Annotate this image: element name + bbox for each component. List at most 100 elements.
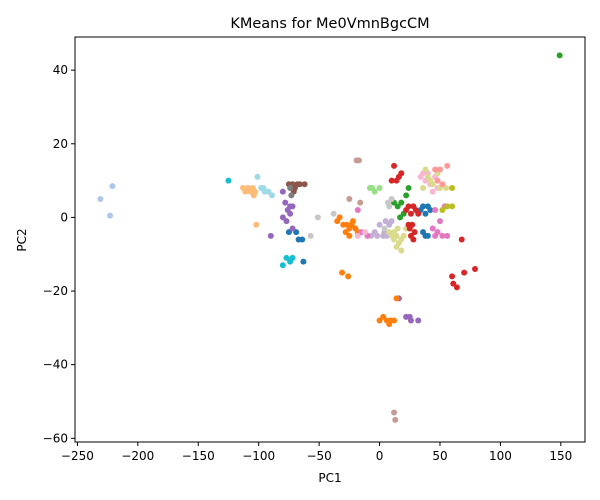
data-point	[346, 232, 353, 239]
data-point	[371, 229, 378, 236]
data-point	[285, 229, 292, 236]
data-point	[417, 173, 424, 180]
data-point	[398, 199, 405, 206]
data-point	[314, 214, 321, 221]
data-point	[407, 210, 414, 217]
x-axis-label: PC1	[318, 471, 341, 485]
data-point	[376, 317, 383, 324]
y-tick-label: −60	[43, 431, 68, 445]
data-point	[394, 203, 401, 210]
plot-area	[74, 36, 586, 443]
x-tick-label: 0	[376, 449, 384, 463]
data-point	[443, 184, 450, 191]
data-point	[288, 192, 295, 199]
data-point	[342, 229, 349, 236]
data-point	[289, 203, 296, 210]
data-point	[391, 162, 398, 169]
data-point	[289, 254, 296, 261]
data-point	[394, 225, 401, 232]
data-point	[436, 166, 443, 173]
data-point	[287, 210, 294, 217]
data-point	[432, 166, 439, 173]
data-point	[427, 207, 434, 214]
data-point	[253, 221, 260, 228]
data-point	[415, 317, 422, 324]
data-point	[391, 317, 398, 324]
data-point	[336, 214, 343, 221]
y-tick-label: 40	[53, 63, 68, 77]
data-point	[556, 52, 563, 59]
y-axis-ticks: −60 −40 −20 0 20 40	[43, 63, 75, 445]
data-point	[283, 218, 290, 225]
x-tick-label: −50	[306, 449, 331, 463]
data-point	[225, 177, 232, 184]
data-point	[300, 258, 307, 265]
data-point	[301, 181, 308, 188]
data-point	[279, 188, 286, 195]
x-tick-label: 100	[489, 449, 512, 463]
data-point	[386, 203, 393, 210]
data-point	[392, 416, 399, 423]
data-point	[420, 184, 427, 191]
data-point	[388, 196, 395, 202]
data-point	[427, 177, 434, 184]
data-point	[405, 184, 412, 191]
data-point	[453, 284, 460, 291]
data-point	[296, 181, 303, 188]
data-point	[346, 196, 353, 202]
data-point	[279, 262, 286, 269]
data-point	[283, 254, 290, 261]
x-tick-label: −100	[242, 449, 275, 463]
x-tick-label: −200	[121, 449, 154, 463]
data-point	[349, 218, 356, 225]
data-point	[429, 188, 436, 195]
data-point	[293, 229, 300, 236]
data-point	[439, 232, 446, 239]
data-points	[97, 52, 563, 423]
data-point	[397, 214, 404, 221]
data-point	[252, 188, 259, 195]
x-tick-label: 50	[432, 449, 447, 463]
data-point	[254, 173, 261, 180]
data-point	[357, 199, 364, 206]
data-point	[407, 317, 414, 324]
data-point	[432, 232, 439, 239]
data-point	[282, 199, 289, 206]
data-point	[424, 232, 431, 239]
x-tick-label: −250	[61, 449, 94, 463]
data-point	[260, 184, 267, 191]
data-point	[449, 184, 456, 191]
data-point	[268, 192, 275, 199]
data-point	[356, 157, 362, 164]
data-point	[439, 181, 446, 188]
x-axis-ticks: −250 −200 −150 −100 −50 0 50 100 150	[61, 442, 572, 463]
data-point	[405, 203, 412, 210]
data-point	[458, 236, 465, 243]
data-point	[299, 236, 306, 243]
data-point	[449, 273, 456, 280]
data-point	[393, 232, 400, 239]
data-point	[444, 203, 451, 210]
data-point	[449, 203, 456, 210]
data-point	[461, 269, 468, 276]
data-point	[362, 229, 369, 236]
data-point	[388, 218, 395, 225]
data-point	[307, 232, 314, 239]
data-point	[405, 221, 412, 228]
data-point	[388, 177, 395, 184]
data-point	[420, 203, 427, 210]
y-tick-label: 0	[60, 210, 68, 224]
x-tick-label: −150	[182, 449, 215, 463]
data-point	[381, 225, 388, 232]
plot-frame	[75, 37, 585, 442]
data-point	[267, 232, 274, 239]
data-point	[429, 225, 436, 232]
data-point	[376, 184, 383, 191]
data-point	[354, 232, 361, 239]
data-point	[444, 232, 451, 239]
data-point	[432, 207, 439, 214]
chart-title: KMeans for Me0VmnBgcCM	[230, 16, 429, 32]
data-point	[398, 170, 405, 177]
data-point	[436, 218, 443, 225]
